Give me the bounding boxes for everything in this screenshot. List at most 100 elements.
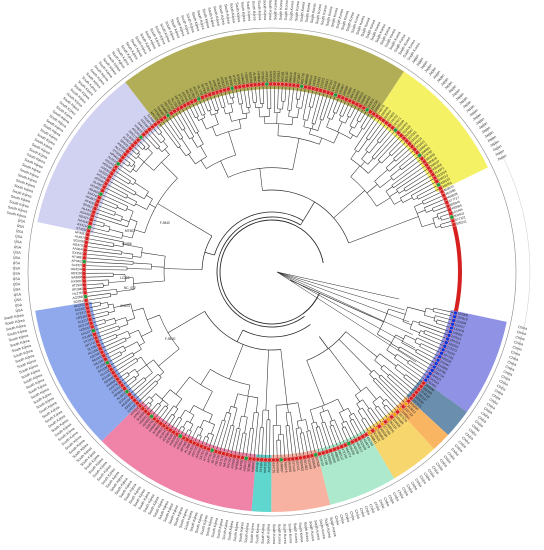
tip-label: AT693925: [230, 454, 237, 469]
country-label: South Korea: [19, 168, 39, 179]
branch: [178, 110, 195, 137]
branch: [356, 128, 363, 138]
tip-label: SG878829: [248, 72, 254, 88]
branch: [110, 352, 133, 366]
branch: [426, 307, 434, 311]
tip-label: SD994847: [103, 373, 118, 385]
branch: [354, 117, 377, 150]
branch: [405, 334, 417, 341]
country-label: South Korea: [263, 0, 268, 20]
branch: [373, 380, 400, 409]
country-label: South Korea: [6, 323, 26, 331]
branch: [354, 190, 366, 200]
tip-marker: [236, 454, 241, 460]
country-label: Japan: [472, 112, 482, 121]
tip-marker: [192, 440, 197, 446]
tip-marker: [328, 448, 333, 453]
country-label: China: [512, 345, 522, 352]
tip-marker: [329, 91, 334, 96]
branch: [124, 341, 138, 349]
tip-label: AD248076: [374, 104, 386, 119]
branch: [96, 325, 119, 334]
branch: [134, 146, 140, 152]
branch: [111, 177, 137, 193]
tip-marker: [83, 244, 88, 249]
tip-marker: [335, 445, 341, 451]
country-label: South Korea: [14, 184, 34, 194]
branch: [396, 168, 428, 190]
branch: [352, 419, 362, 436]
branch: [350, 150, 357, 160]
branch: [401, 156, 419, 170]
country-label: China: [468, 428, 478, 437]
branch: [130, 218, 138, 222]
branch: [377, 333, 392, 343]
tip-marker: [222, 87, 227, 93]
branch: [389, 374, 413, 395]
tip-marker: [444, 200, 449, 205]
country-label: China: [483, 407, 493, 415]
tip-label: AL387851: [74, 234, 89, 241]
country-label: South Korea: [175, 17, 186, 37]
country-label: South Korea: [308, 521, 315, 541]
branch: [365, 347, 378, 358]
tip-marker: [287, 82, 293, 88]
tip-marker: [409, 396, 414, 401]
country-label: South Korea: [17, 359, 37, 370]
branch: [285, 412, 288, 426]
tip-marker: [117, 380, 122, 385]
tip-marker: [100, 188, 105, 193]
branch: [116, 289, 135, 292]
tip-label: HX965938: [292, 72, 298, 88]
tip-marker: [140, 406, 145, 411]
tip-label: AG200562: [354, 91, 365, 107]
clade-band-blue-purple: [420, 310, 507, 413]
tip-marker: [107, 363, 112, 369]
country-label: China: [507, 360, 517, 367]
tip-marker: [82, 251, 88, 257]
branch: [95, 212, 121, 222]
branch: [108, 311, 115, 314]
tip-marker: [421, 381, 426, 386]
tip-marker: [275, 457, 280, 463]
tip-marker: [298, 455, 303, 460]
tip-label: SP118605: [97, 363, 112, 374]
branch: [356, 403, 361, 410]
tip-marker: [437, 354, 442, 359]
branch: [405, 175, 432, 192]
tip-label: SA308661: [71, 275, 86, 279]
tip-marker: [155, 419, 160, 424]
branch: [369, 141, 379, 154]
tip-marker: [294, 456, 299, 461]
tip-label: HD469808: [443, 192, 459, 202]
branch: [189, 405, 195, 413]
tip-label: AL456355: [346, 441, 356, 456]
tip-marker-ring: [81, 81, 462, 463]
tip-label: AD316580: [71, 271, 86, 275]
branch: [138, 152, 140, 155]
branch: [367, 409, 379, 425]
branch: [86, 279, 109, 282]
country-label: China: [450, 447, 459, 456]
tip-marker: [351, 100, 356, 105]
long-branch: [276, 271, 400, 300]
branch: [333, 132, 340, 144]
country-label: China: [383, 497, 391, 507]
tip-marker: [159, 117, 164, 122]
branch: [277, 123, 279, 136]
tip-marker: [135, 400, 140, 406]
branch: [379, 178, 393, 188]
branch: [353, 413, 366, 434]
branch: [362, 407, 376, 428]
branch: [240, 103, 244, 114]
country-label: South Korea: [189, 512, 199, 532]
branch: [132, 168, 137, 172]
branch: [125, 336, 131, 340]
branch: [365, 124, 386, 151]
branch: [136, 364, 147, 373]
branch: [332, 98, 339, 113]
country-label: USA: [13, 261, 21, 265]
branch: [261, 409, 264, 428]
branch: [348, 218, 413, 244]
tip-marker: [81, 275, 87, 280]
